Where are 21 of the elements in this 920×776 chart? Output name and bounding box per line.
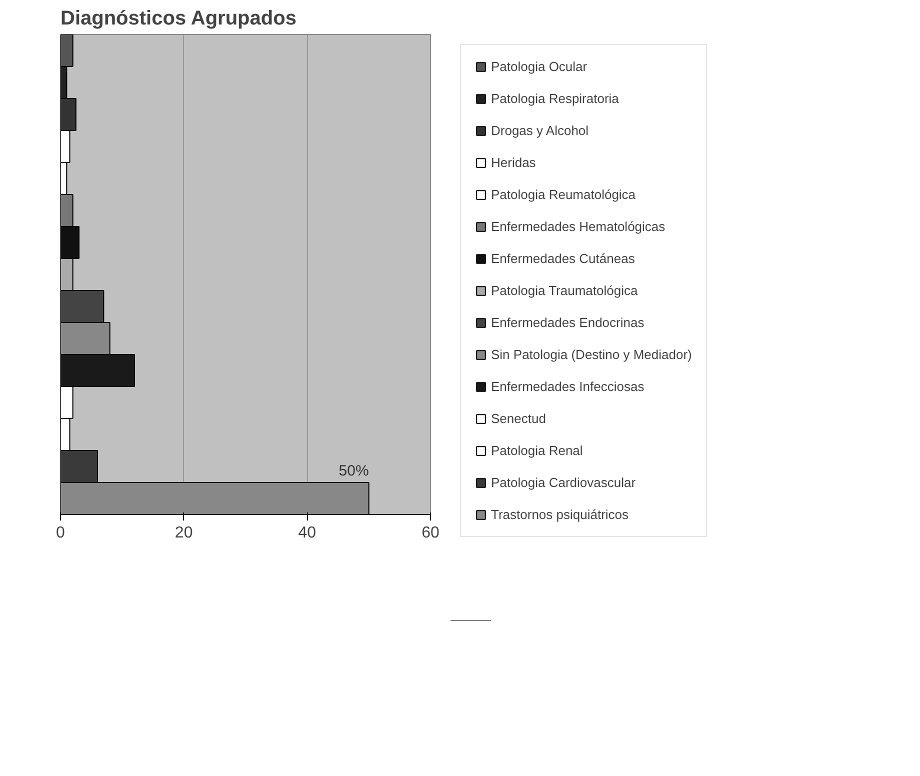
legend-label: Patologia Renal xyxy=(491,443,583,458)
legend-label: Enfermedades Infecciosas xyxy=(491,379,644,394)
chart-title: Diagnósticos Agrupados xyxy=(60,8,296,30)
legend-label: Patologia Respiratoria xyxy=(491,91,619,106)
legend-label: Enfermedades Endocrinas xyxy=(491,315,644,330)
legend-label: Patologia Traumatológica xyxy=(491,283,638,298)
legend-label: Heridas xyxy=(491,155,536,170)
x-tick-label: 40 xyxy=(298,524,316,542)
legend-label: Patologia Reumatológica xyxy=(491,187,636,202)
legend-label: Patologia Ocular xyxy=(491,59,588,74)
x-tick-label: 20 xyxy=(174,524,193,542)
legend-label: Senectud xyxy=(491,411,546,426)
x-tick-label: 60 xyxy=(422,524,440,542)
legend-label: Enfermedades Hematológicas xyxy=(491,219,666,234)
data-label: 50% xyxy=(338,462,369,480)
legend-label: Trastornos psiquiátricos xyxy=(491,507,629,522)
x-tick-label: 0 xyxy=(56,524,66,542)
legend-label: Patologia Cardiovascular xyxy=(491,475,636,490)
legend-label: Enfermedades Cutáneas xyxy=(491,251,635,266)
legend-label: Sin Patologia (Destino y Mediador) xyxy=(491,347,692,362)
legend-label: Drogas y Alcohol xyxy=(491,123,589,138)
